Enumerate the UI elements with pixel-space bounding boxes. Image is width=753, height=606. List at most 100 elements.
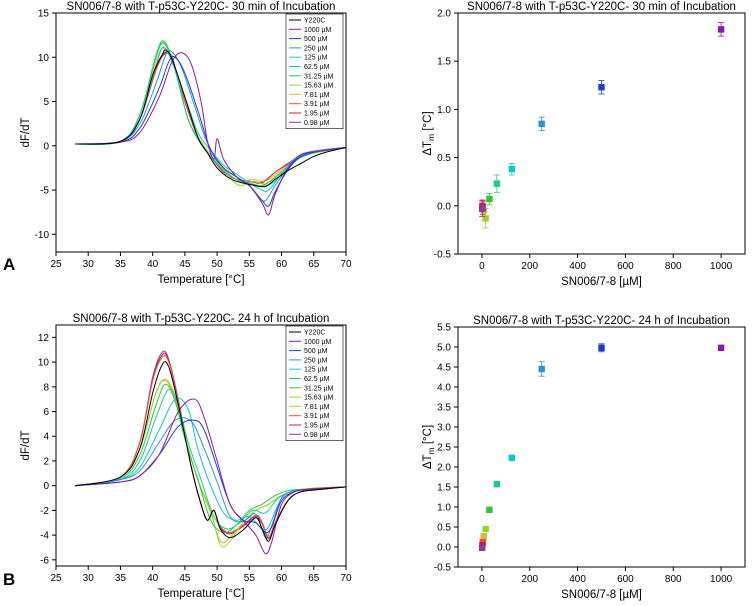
- y-axis-label-sub: m: [426, 447, 436, 454]
- legend-entry: 7.81 µM: [304, 404, 330, 411]
- y-tick-label: 10: [38, 53, 50, 64]
- x-tick-label: 40: [147, 259, 159, 270]
- data-point: [493, 481, 501, 488]
- melt-curve-chart-24h: SN006/7-8 with T-p53C-Y220C- 24 h of Inc…: [20, 313, 352, 600]
- chart-title: SN006/7-8 with T-p53C-Y220C- 30 min of I…: [467, 1, 736, 13]
- data-point: [538, 365, 545, 373]
- x-tick-label: 70: [340, 259, 352, 270]
- legend-entry: 3.91 µM: [304, 413, 330, 420]
- y-axis-label-unit: [°C]: [422, 111, 434, 134]
- x-tick-label: 0: [479, 574, 485, 585]
- data-point: [486, 195, 493, 203]
- chart-title: SN006/7-8 with T-p53C-Y220C- 24 h of Inc…: [73, 313, 330, 325]
- y-axis-label: dF/dT: [20, 430, 32, 460]
- y-axis-label-unit: [°C]: [422, 425, 434, 448]
- legend-entry: 250 µM: [304, 45, 328, 52]
- x-tick-label: 50: [212, 259, 224, 270]
- y-tick-label: 12: [38, 333, 50, 344]
- plot-frame: [55, 324, 347, 567]
- y-axis-label: ΔTm [°C]: [422, 425, 436, 469]
- series-line: [75, 55, 347, 207]
- legend-entry: 31.25 µM: [304, 385, 333, 392]
- x-tick-label: 200: [521, 574, 538, 585]
- y-tick-label: -10: [35, 230, 50, 241]
- x-tick-label: 35: [115, 259, 127, 270]
- legend-entry: 15.63 µM: [304, 395, 333, 402]
- y-tick-label: 1.0: [437, 503, 451, 514]
- legend-entry: 62.5 µM: [304, 376, 330, 383]
- y-tick-label: 10: [38, 358, 50, 369]
- y-tick-label: 4: [43, 432, 49, 443]
- x-tick-label: 200: [521, 261, 538, 272]
- y-tick-label: 6: [43, 407, 49, 418]
- y-tick-label: 0.5: [437, 523, 451, 534]
- y-tick-label: 3.5: [437, 403, 451, 414]
- legend-entry: 1000 µM: [304, 339, 332, 346]
- y-tick-label: 0.0: [437, 543, 451, 554]
- series-line: [75, 383, 347, 534]
- y-tick-label: 1.5: [437, 483, 451, 494]
- y-tick-label: 0.0: [437, 201, 451, 212]
- y-tick-label: 5.0: [437, 343, 451, 354]
- legend-entry: 7.81 µM: [304, 92, 330, 99]
- y-tick-label: 0: [43, 141, 49, 152]
- data-point: [508, 165, 516, 173]
- delta-tm-chart-30min: SN006/7-8 with T-p53C-Y220C- 30 min of I…: [422, 1, 746, 288]
- plot-frame: [457, 12, 746, 255]
- y-axis-label-main: ΔT: [422, 141, 434, 156]
- x-tick-label: 400: [569, 574, 586, 585]
- y-tick-label: -4: [40, 531, 49, 542]
- x-tick-label: 1000: [710, 261, 733, 272]
- x-tick-label: 35: [115, 573, 127, 584]
- series-line: [75, 361, 347, 542]
- legend-entry: Y220C: [304, 18, 325, 25]
- data-point: [482, 525, 489, 533]
- y-axis-label: ΔTm [°C]: [422, 111, 436, 155]
- data-point: [598, 84, 605, 91]
- series-line: [75, 46, 347, 193]
- legend-box: [285, 13, 344, 129]
- x-tick-label: 55: [244, 573, 256, 584]
- legend-entry: Y220C: [304, 330, 325, 337]
- delta-tm-chart-24h: SN006/7-8 with T-p53C-Y220C- 24 h of Inc…: [422, 315, 746, 601]
- x-tick-label: 25: [50, 259, 62, 270]
- legend-entry: 15.63 µM: [304, 83, 333, 90]
- x-tick-label: 600: [617, 574, 634, 585]
- data-point: [508, 454, 516, 461]
- x-tick-label: 0: [479, 261, 485, 272]
- data-point: [478, 205, 486, 212]
- x-axis-label: Temperature [°C]: [157, 274, 244, 286]
- x-tick-label: 800: [665, 261, 682, 272]
- legend-entry: 500 µM: [304, 348, 328, 355]
- x-tick-label: 50: [212, 573, 224, 584]
- series-line: [75, 49, 347, 188]
- legend-entry: 125 µM: [304, 55, 328, 62]
- series-line: [75, 52, 347, 216]
- panel-label-a: A: [3, 255, 15, 274]
- y-tick-label: 4.0: [437, 383, 451, 394]
- data-point: [482, 215, 489, 222]
- plot-frame: [55, 12, 347, 253]
- x-tick-label: 25: [50, 573, 62, 584]
- legend-entry: 0.98 µM: [304, 120, 330, 127]
- y-tick-label: 8: [43, 382, 49, 393]
- x-tick-label: 30: [83, 573, 95, 584]
- chart-title: SN006/7-8 with T-p53C-Y220C- 24 h of Inc…: [473, 315, 730, 327]
- data-point: [486, 506, 493, 513]
- y-tick-label: 1.5: [437, 57, 451, 68]
- x-tick-label: 40: [147, 573, 159, 584]
- legend-entry: 3.91 µM: [304, 101, 330, 108]
- x-axis-label: Temperature [°C]: [157, 588, 244, 600]
- legend-entry: 250 µM: [304, 357, 328, 364]
- y-axis-label-main: ΔT: [422, 454, 434, 469]
- legend-entry: 62.5 µM: [304, 64, 330, 71]
- x-tick-label: 30: [83, 259, 95, 270]
- y-tick-label: 2.0: [437, 9, 451, 20]
- y-tick-label: 15: [38, 9, 50, 20]
- legend-box: [285, 325, 344, 441]
- data-point: [598, 344, 605, 351]
- y-axis-label: dF/dT: [20, 117, 32, 147]
- melt-curve-chart-30min: SN006/7-8 with T-p53C-Y220C- 30 min of I…: [20, 1, 352, 286]
- chart-title: SN006/7-8 with T-p53C-Y220C- 30 min of I…: [67, 1, 336, 13]
